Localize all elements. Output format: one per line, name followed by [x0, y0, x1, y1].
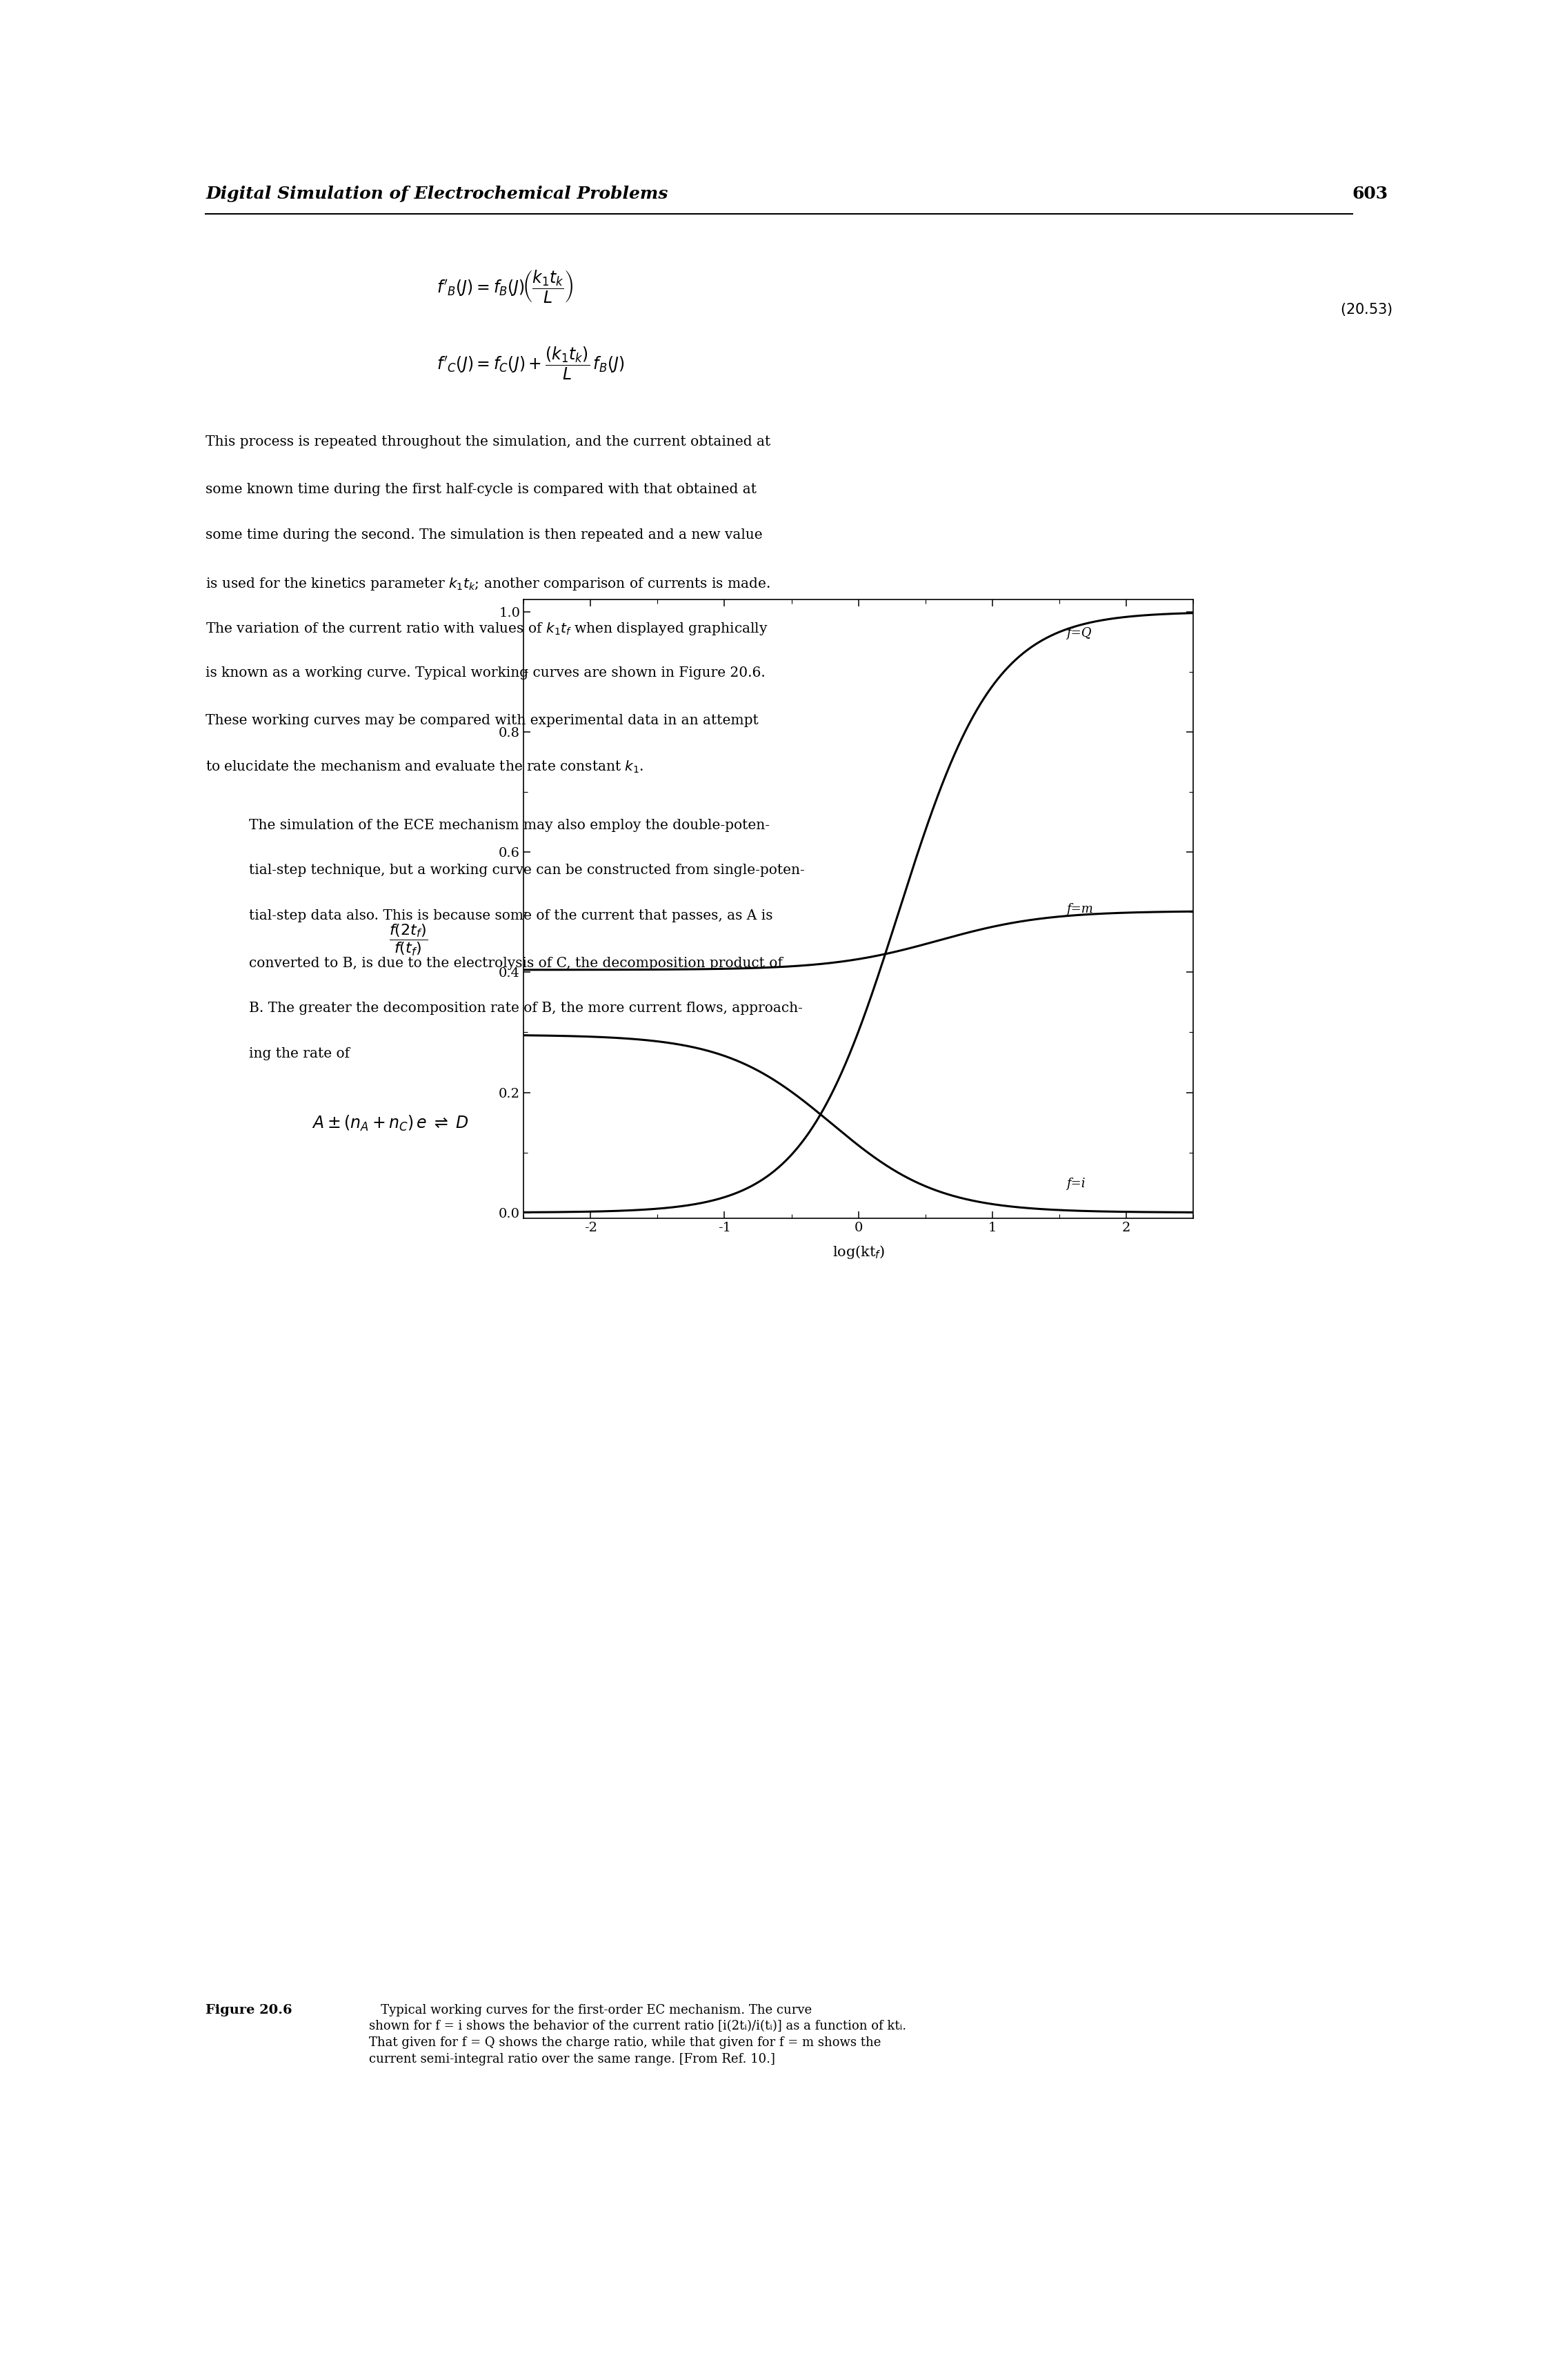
- Text: tial-step technique, but a working curve can be constructed from single-poten-: tial-step technique, but a working curve…: [249, 864, 805, 878]
- Text: Typical working curves for the first-order EC mechanism. The curve
shown for f =: Typical working curves for the first-ord…: [369, 2004, 907, 2066]
- Text: These working curves may be compared with experimental data in an attempt: These working curves may be compared wit…: [206, 714, 759, 728]
- Text: some known time during the first half-cycle is compared with that obtained at: some known time during the first half-cy…: [206, 483, 757, 497]
- Text: $f'_B(J) = f_B(J)\!\left(\dfrac{k_1 t_k}{L}\right)$: $f'_B(J) = f_B(J)\!\left(\dfrac{k_1 t_k}…: [436, 269, 573, 305]
- Text: converted to B, is due to the electrolysis of C, the decomposition product of: converted to B, is due to the electrolys…: [249, 957, 784, 971]
- Text: f=Q: f=Q: [1066, 626, 1091, 640]
- Text: is known as a working curve. Typical working curves are shown in Figure 20.6.: is known as a working curve. Typical wor…: [206, 666, 765, 681]
- Text: f=i: f=i: [1066, 1178, 1084, 1190]
- Text: some time during the second. The simulation is then repeated and a new value: some time during the second. The simulat…: [206, 528, 763, 543]
- Text: B. The greater the decomposition rate of B, the more current flows, approach-: B. The greater the decomposition rate of…: [249, 1002, 802, 1016]
- Text: to elucidate the mechanism and evaluate the rate constant $k_1$.: to elucidate the mechanism and evaluate …: [206, 759, 643, 774]
- Text: $A \pm (n_A + n_C)\,e \;\rightleftharpoons\; D$: $A \pm (n_A + n_C)\,e \;\rightleftharpoo…: [312, 1114, 469, 1133]
- Text: Figure 20.6: Figure 20.6: [206, 2004, 293, 2016]
- Text: $(20.53)$: $(20.53)$: [1340, 302, 1393, 317]
- Text: The simulation of the ECE mechanism may also employ the double-poten-: The simulation of the ECE mechanism may …: [249, 819, 770, 833]
- Text: tial-step data also. This is because some of the current that passes, as A is: tial-step data also. This is because som…: [249, 909, 773, 923]
- Text: Digital Simulation of Electrochemical Problems: Digital Simulation of Electrochemical Pr…: [206, 186, 668, 202]
- Text: $\dfrac{f(2t_f)}{f(t_f)}$: $\dfrac{f(2t_f)}{f(t_f)}$: [390, 923, 427, 957]
- Text: The variation of the current ratio with values of $k_1t_f$ when displayed graphi: The variation of the current ratio with …: [206, 621, 768, 638]
- Text: f=m: f=m: [1066, 902, 1094, 916]
- X-axis label: log(kt$_f$): log(kt$_f$): [832, 1245, 885, 1261]
- Text: $f'_C(J) = f_C(J) + \dfrac{(k_1 t_k)}{L}\,f_B(J)$: $f'_C(J) = f_C(J) + \dfrac{(k_1 t_k)}{L}…: [436, 345, 625, 381]
- Text: This process is repeated throughout the simulation, and the current obtained at: This process is repeated throughout the …: [206, 436, 771, 450]
- Text: 603: 603: [1352, 186, 1388, 202]
- Text: ing the rate of: ing the rate of: [249, 1047, 351, 1061]
- Text: is used for the kinetics parameter $k_1t_k$; another comparison of currents is m: is used for the kinetics parameter $k_1t…: [206, 576, 771, 593]
